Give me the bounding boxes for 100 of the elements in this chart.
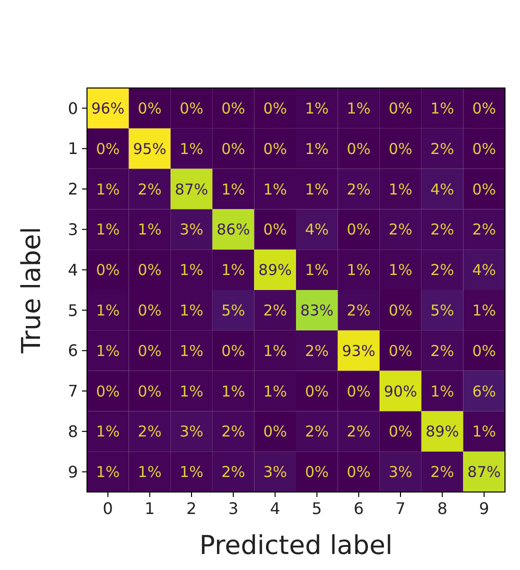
data-label: 1% — [221, 180, 246, 198]
data-label: 89% — [258, 261, 292, 280]
data-label: 1% — [263, 342, 287, 360]
data-label: 0% — [138, 99, 162, 118]
data-label: 4% — [472, 261, 496, 280]
data-label: 0% — [346, 463, 371, 482]
data-label: 1% — [263, 180, 287, 198]
data-label: 0% — [96, 140, 120, 158]
data-label: 87% — [174, 180, 208, 198]
data-label: 0% — [305, 382, 329, 400]
data-label: 1% — [96, 463, 120, 482]
data-label: 2% — [430, 140, 454, 158]
y-axis-title: True label — [17, 226, 47, 354]
data-label: 1% — [138, 220, 162, 239]
data-label: 1% — [96, 180, 120, 198]
data-label: 0% — [96, 382, 120, 400]
data-label: 1% — [180, 342, 204, 360]
data-label: 4% — [305, 220, 329, 239]
data-label: 2% — [346, 180, 371, 198]
x-tick-label: 8 — [437, 499, 448, 518]
data-label: 95% — [133, 140, 166, 158]
x-tick-label: 9 — [479, 499, 490, 518]
data-label: 1% — [221, 261, 246, 280]
data-label: 2% — [221, 463, 246, 482]
data-label: 1% — [305, 99, 329, 118]
data-label: 1% — [305, 261, 329, 280]
data-label: 4% — [430, 180, 454, 198]
x-tick-label: 2 — [186, 499, 197, 518]
x-axis-title: Predicted label — [199, 531, 393, 561]
data-label: 1% — [346, 261, 371, 280]
data-label: 2% — [346, 422, 371, 441]
data-label: 2% — [138, 180, 162, 198]
x-tick-label: 0 — [102, 499, 113, 518]
data-label: 0% — [388, 301, 412, 320]
data-label: 2% — [430, 463, 454, 482]
data-label: 6% — [472, 382, 496, 400]
data-label: 0% — [346, 382, 371, 400]
y-tick-label: 3 — [68, 220, 78, 239]
y-tick-label: 0 — [68, 98, 78, 118]
data-label: 2% — [263, 301, 287, 320]
data-label: 0% — [138, 261, 162, 280]
data-label: 3% — [263, 463, 287, 482]
x-tick-label: 3 — [228, 499, 238, 518]
data-label: 1% — [96, 220, 120, 239]
data-label: 2% — [430, 342, 454, 360]
x-tick-label: 6 — [354, 499, 364, 518]
data-label: 1% — [180, 463, 204, 482]
data-label: 0% — [388, 342, 412, 360]
data-label: 2% — [138, 422, 162, 441]
x-tick-label: 7 — [395, 499, 406, 518]
data-label: 0% — [96, 261, 120, 280]
data-label: 0% — [263, 422, 287, 441]
data-label: 5% — [221, 301, 246, 320]
data-label: 1% — [388, 261, 412, 280]
data-label: 0% — [346, 140, 371, 158]
data-label: 1% — [96, 342, 120, 360]
data-label: 0% — [472, 140, 496, 158]
data-label: 93% — [342, 342, 376, 360]
data-label: 0% — [472, 342, 496, 360]
data-label: 1% — [472, 422, 496, 441]
data-label: 1% — [221, 382, 246, 400]
data-label: 2% — [430, 220, 454, 239]
data-label: 0% — [472, 99, 496, 118]
data-label: 0% — [180, 99, 204, 118]
data-label: 0% — [138, 342, 162, 360]
data-label: 0% — [263, 99, 287, 118]
data-label: 3% — [388, 463, 412, 482]
data-label: 86% — [216, 220, 250, 239]
data-label: 1% — [472, 301, 496, 320]
y-tick-label: 9 — [68, 462, 78, 482]
data-label: 0% — [472, 180, 496, 198]
data-label: 2% — [305, 422, 329, 441]
data-label: 0% — [263, 140, 287, 158]
data-label: 3% — [180, 422, 204, 441]
data-label: 1% — [180, 382, 204, 400]
data-label: 1% — [263, 382, 287, 400]
data-label: 1% — [180, 261, 204, 280]
y-tick-label: 6 — [68, 341, 78, 360]
data-label: 2% — [430, 261, 454, 280]
data-label: 0% — [388, 140, 412, 158]
data-label: 0% — [138, 382, 162, 400]
data-label: 0% — [138, 301, 162, 320]
data-label: 83% — [300, 301, 334, 320]
y-tick-label: 1 — [68, 139, 78, 158]
data-label: 0% — [388, 99, 412, 118]
y-tick-label: 4 — [68, 260, 78, 280]
data-label: 1% — [430, 99, 454, 118]
data-label: 1% — [305, 180, 329, 198]
data-label: 89% — [426, 422, 459, 441]
data-label: 2% — [305, 342, 329, 360]
x-tick-label: 4 — [270, 499, 280, 518]
data-label: 87% — [467, 463, 501, 482]
data-label: 90% — [384, 382, 418, 400]
data-label: 0% — [221, 99, 246, 118]
data-label: 1% — [346, 99, 371, 118]
data-label: 0% — [221, 342, 246, 360]
data-label: 0% — [346, 220, 371, 239]
data-label: 2% — [388, 220, 412, 239]
data-label: 5% — [430, 301, 454, 320]
data-label: 1% — [180, 140, 204, 158]
